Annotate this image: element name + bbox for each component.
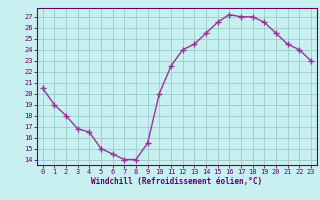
X-axis label: Windchill (Refroidissement éolien,°C): Windchill (Refroidissement éolien,°C) xyxy=(91,177,262,186)
